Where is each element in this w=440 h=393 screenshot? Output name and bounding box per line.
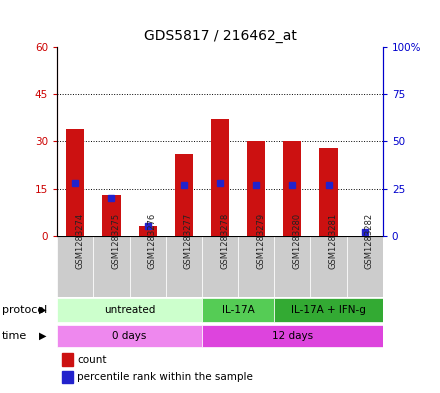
Text: 0 days: 0 days [112, 331, 147, 341]
Text: GSM1283277: GSM1283277 [184, 213, 193, 269]
Text: GSM1283274: GSM1283274 [75, 213, 84, 269]
Bar [139, 226, 157, 236]
Text: GSM1283280: GSM1283280 [292, 213, 301, 269]
Bar [93, 236, 129, 297]
Bar [274, 236, 311, 297]
Text: IL-17A + IFN-g: IL-17A + IFN-g [291, 305, 366, 315]
Text: time: time [2, 331, 27, 341]
Bar [57, 325, 202, 347]
Bar [57, 236, 93, 297]
Text: GSM1283282: GSM1283282 [365, 213, 374, 269]
Bar [175, 154, 193, 236]
Title: GDS5817 / 216462_at: GDS5817 / 216462_at [143, 29, 297, 43]
Bar [319, 148, 337, 236]
Text: 12 days: 12 days [272, 331, 313, 341]
Bar [283, 141, 301, 236]
Text: GSM1283275: GSM1283275 [111, 213, 121, 269]
Bar [202, 236, 238, 297]
Bar [129, 236, 166, 297]
Bar [238, 236, 274, 297]
Bar [66, 129, 84, 236]
Bar [247, 141, 265, 236]
Text: GSM1283281: GSM1283281 [329, 213, 337, 269]
Text: IL-17A: IL-17A [222, 305, 254, 315]
Text: untreated: untreated [104, 305, 155, 315]
Text: percentile rank within the sample: percentile rank within the sample [77, 372, 253, 382]
Bar [62, 371, 73, 384]
Text: protocol: protocol [2, 305, 48, 315]
Bar [62, 353, 73, 365]
Bar [347, 236, 383, 297]
Bar [202, 325, 383, 347]
Text: ▶: ▶ [39, 331, 46, 341]
Text: count: count [77, 354, 106, 365]
Text: GSM1283276: GSM1283276 [148, 213, 157, 269]
Bar [57, 298, 202, 322]
Text: ▶: ▶ [39, 305, 46, 315]
Text: GSM1283278: GSM1283278 [220, 213, 229, 269]
Bar [211, 119, 229, 236]
Bar [202, 298, 274, 322]
Bar [166, 236, 202, 297]
Bar [274, 298, 383, 322]
Bar [311, 236, 347, 297]
Bar [103, 195, 121, 236]
Text: GSM1283279: GSM1283279 [256, 213, 265, 269]
